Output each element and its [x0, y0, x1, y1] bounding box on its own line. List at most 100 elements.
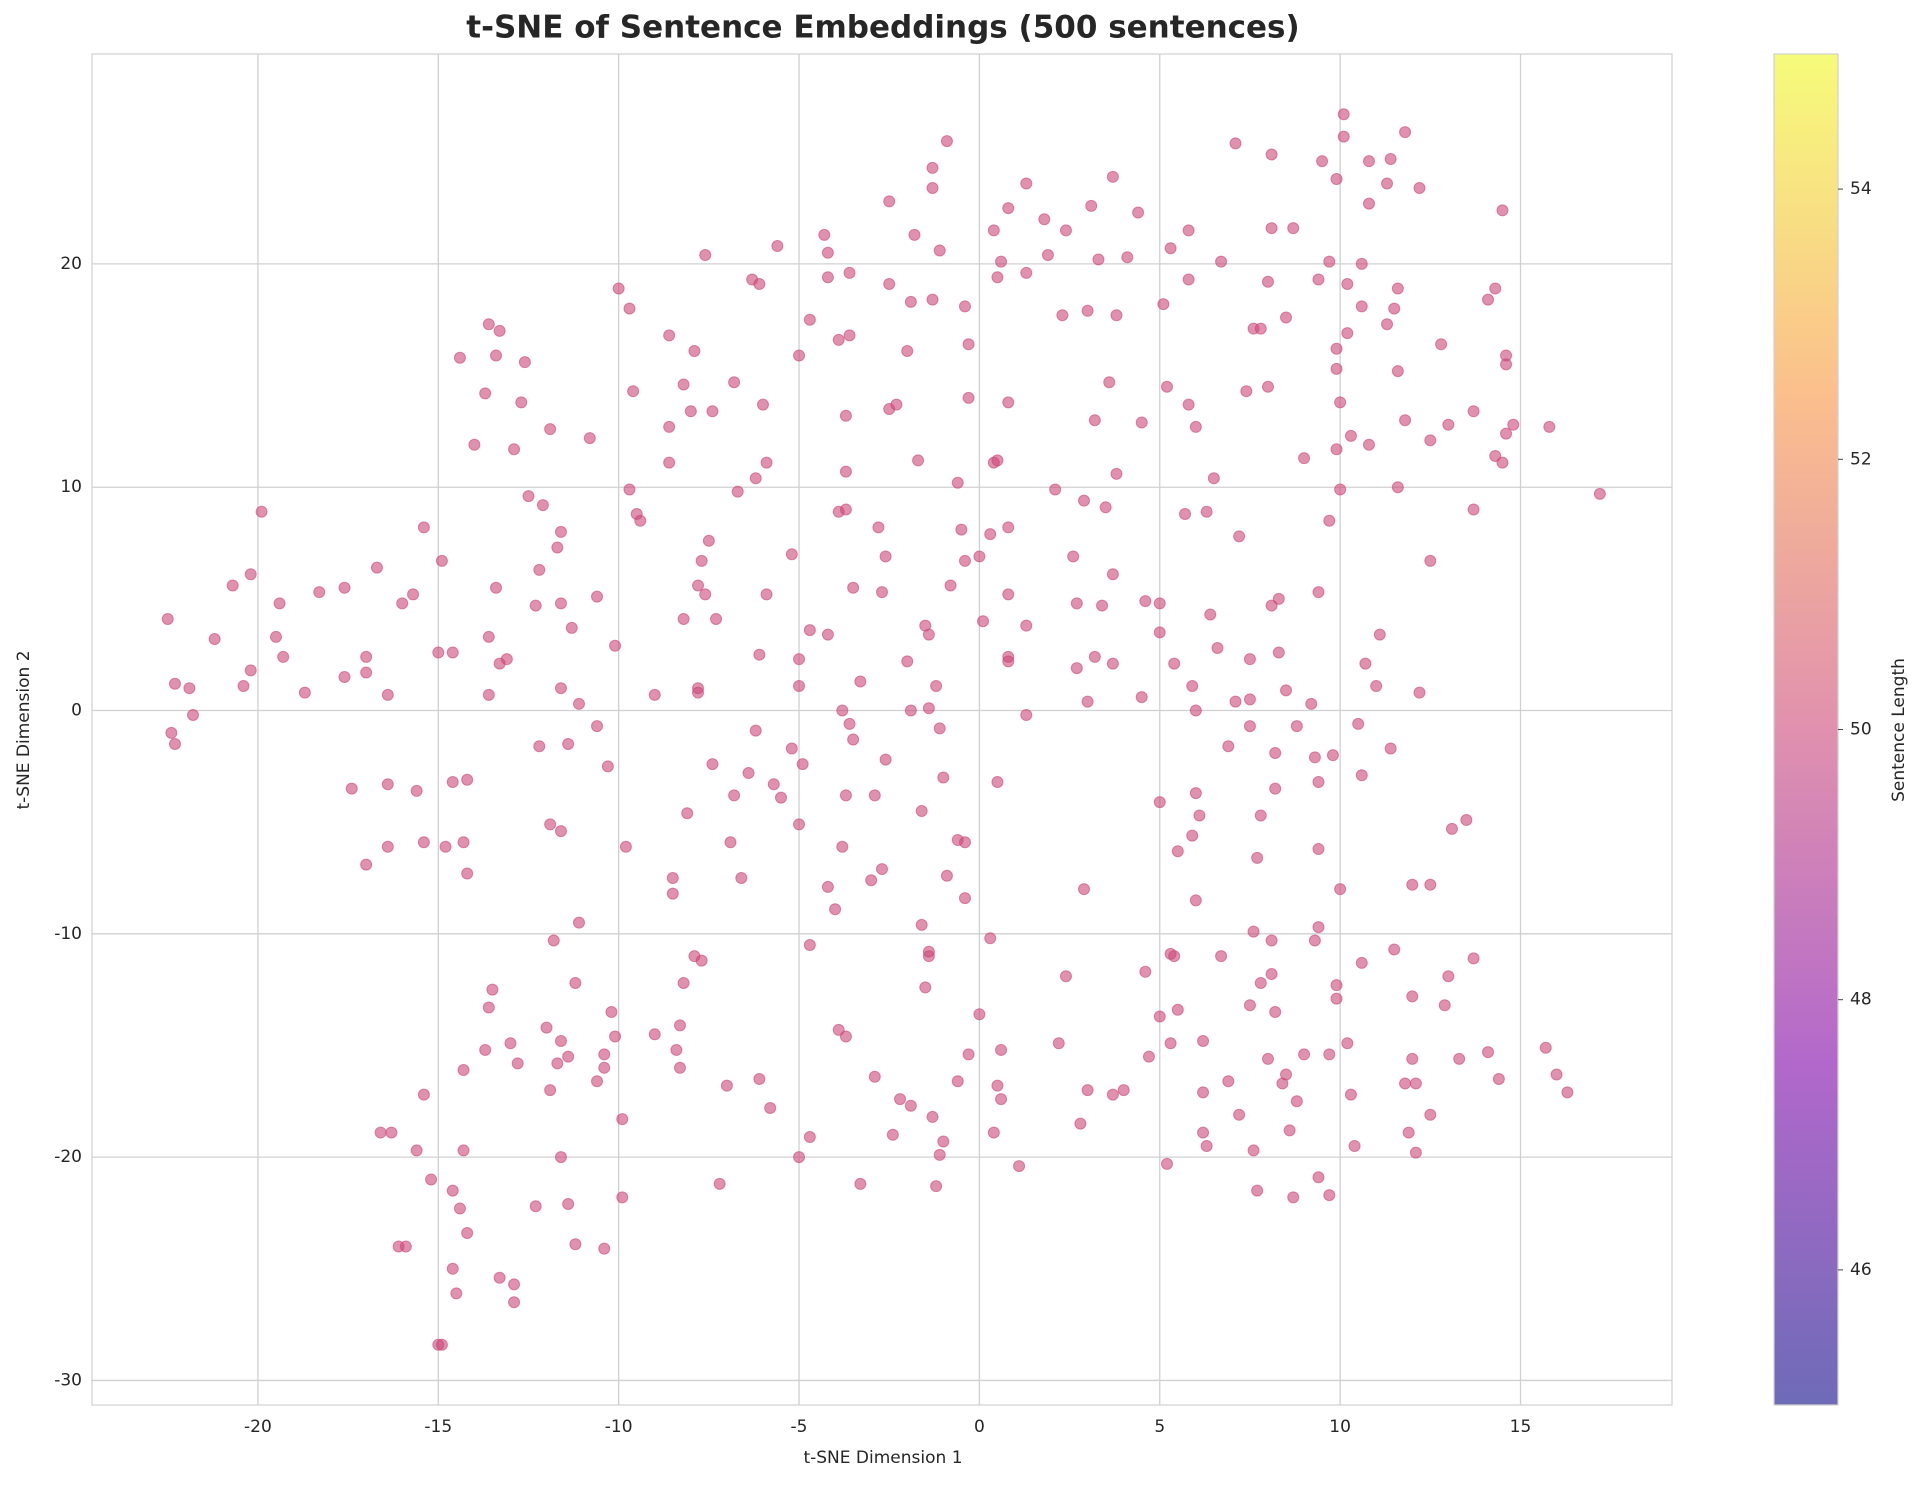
point — [569, 976, 582, 989]
point — [1409, 1146, 1422, 1159]
point — [728, 789, 741, 802]
point — [922, 702, 935, 715]
point — [1391, 282, 1404, 295]
point — [345, 782, 358, 795]
point — [886, 1128, 899, 1141]
point — [1067, 550, 1080, 563]
point — [493, 324, 506, 337]
point — [461, 773, 474, 786]
point — [255, 505, 268, 518]
point — [933, 1148, 946, 1161]
point — [591, 590, 604, 603]
point — [1561, 1086, 1574, 1099]
point — [1189, 787, 1202, 800]
point — [839, 409, 852, 422]
point — [1312, 775, 1325, 788]
point — [962, 1048, 975, 1061]
point — [591, 1075, 604, 1088]
point — [1002, 396, 1015, 409]
point — [793, 653, 806, 666]
point — [1106, 568, 1119, 581]
point — [839, 465, 852, 478]
point — [926, 161, 939, 174]
point — [868, 789, 881, 802]
point — [1121, 251, 1134, 264]
point — [854, 675, 867, 688]
point — [1002, 202, 1015, 215]
point — [796, 758, 809, 771]
point — [958, 300, 971, 313]
point — [1381, 318, 1394, 331]
point — [1272, 592, 1285, 605]
point — [1153, 1010, 1166, 1023]
point — [1222, 740, 1235, 753]
point — [1543, 420, 1556, 433]
point — [883, 195, 896, 208]
point — [1074, 1117, 1087, 1130]
y-tick-label: 10 — [60, 477, 82, 497]
point — [1193, 809, 1206, 822]
point — [1424, 878, 1437, 891]
point — [933, 722, 946, 735]
point — [562, 1198, 575, 1211]
point — [933, 244, 946, 257]
point — [677, 976, 690, 989]
point — [872, 521, 885, 534]
point — [677, 378, 690, 391]
point — [793, 818, 806, 831]
point — [1189, 894, 1202, 907]
point — [1355, 956, 1368, 969]
point — [1492, 1072, 1505, 1085]
point — [1197, 1126, 1210, 1139]
point — [1052, 1037, 1065, 1050]
point — [973, 550, 986, 563]
point — [847, 581, 860, 594]
point — [951, 1075, 964, 1088]
point — [511, 1057, 524, 1070]
point — [1355, 300, 1368, 313]
point — [1243, 693, 1256, 706]
point — [1424, 1108, 1437, 1121]
point — [663, 329, 676, 342]
point — [1269, 782, 1282, 795]
point — [663, 420, 676, 433]
point — [1341, 1037, 1354, 1050]
point — [1222, 1075, 1235, 1088]
point — [1269, 1005, 1282, 1018]
point — [1233, 530, 1246, 543]
point — [767, 778, 780, 791]
point — [818, 228, 831, 241]
point — [1323, 255, 1336, 268]
point — [1081, 695, 1094, 708]
point — [1106, 1088, 1119, 1101]
point — [1078, 883, 1091, 896]
point — [1323, 1048, 1336, 1061]
x-tick-label: -15 — [424, 1417, 452, 1437]
point — [1132, 206, 1145, 219]
point — [749, 724, 762, 737]
point — [482, 318, 495, 331]
point — [533, 563, 546, 576]
point — [677, 612, 690, 625]
point — [843, 266, 856, 279]
point — [1182, 273, 1195, 286]
point — [370, 561, 383, 574]
point — [1406, 990, 1419, 1003]
point — [735, 871, 748, 884]
point — [1359, 657, 1372, 670]
point — [1298, 452, 1311, 465]
point — [1002, 588, 1015, 601]
point — [1287, 222, 1300, 235]
point — [479, 1043, 492, 1056]
point — [760, 456, 773, 469]
point — [995, 255, 1008, 268]
point — [486, 983, 499, 996]
point — [544, 1084, 557, 1097]
point — [1013, 1160, 1026, 1173]
point — [417, 836, 430, 849]
point — [435, 554, 448, 567]
point — [1312, 842, 1325, 855]
point — [1500, 358, 1513, 371]
point — [515, 396, 528, 409]
point — [1391, 365, 1404, 378]
